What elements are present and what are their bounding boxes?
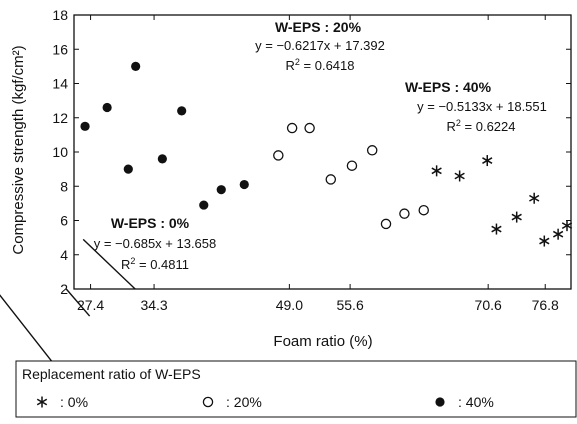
data-point-40pct — [131, 61, 141, 71]
data-point-0pct — [454, 170, 465, 182]
data-point-20pct — [418, 204, 429, 216]
legend-box — [15, 360, 577, 418]
regression-annotations: W-EPS : 20% y = −0.6217x + 17.392 R2 = 0.6… — [94, 19, 547, 272]
annotation-head: W-EPS : 0% — [111, 215, 190, 231]
x-tick-label: 76.8 — [532, 297, 559, 313]
data-point-0pct — [431, 165, 442, 177]
asterisk-stroke — [491, 225, 502, 233]
x-tick-label: 55.6 — [336, 297, 363, 313]
asterisk-stroke — [482, 157, 493, 164]
data-point-40pct — [216, 185, 226, 195]
y-axis-ticks: 2 4 6 8 10 12 14 16 18 — [52, 7, 571, 297]
asterisk-stroke — [529, 194, 540, 202]
data-point-20pct — [286, 122, 298, 134]
legend-marker-open-circle — [202, 396, 214, 408]
y-tick-label: 18 — [52, 7, 68, 23]
y-tick-label: 12 — [52, 110, 68, 126]
data-point-0pct — [539, 235, 550, 247]
annotation-equation: y = −0.6217x + 17.392 — [255, 38, 385, 53]
x-axis-title: Foam ratio (%) — [273, 333, 372, 350]
legend-items: : 0% : 20% : 40% — [36, 394, 494, 410]
asterisk-stroke — [431, 167, 442, 175]
legend-item-label: : 20% — [226, 394, 262, 410]
asterisk-stroke — [552, 230, 564, 238]
data-point-40pct — [157, 154, 167, 164]
data-point-0pct — [482, 155, 493, 167]
y-tick-label: 8 — [60, 178, 68, 194]
x-tick-label: 27.4 — [77, 297, 104, 313]
y-tick-label: 14 — [52, 76, 68, 92]
legend-item-label: : 40% — [458, 394, 494, 410]
annotation-r-squared: R2 = 0.4811 — [121, 256, 189, 272]
data-point-0pct — [561, 220, 573, 232]
x-tick-label: 49.0 — [276, 297, 303, 313]
legend-title: Replacement ratio of W-EPS — [22, 366, 201, 382]
legend-marker-asterisk — [36, 396, 48, 408]
legend: Replacement ratio of W-EPS : 0% : 20% : 40… — [15, 360, 577, 418]
asterisk-stroke — [511, 213, 522, 221]
annotation-equation: y = −0.5133x + 18.551 — [417, 99, 547, 114]
y-tick-label: 4 — [60, 247, 68, 263]
data-points — [80, 61, 573, 247]
annotation-r-squared: R2 = 0.6418 — [286, 57, 355, 73]
data-point-20pct — [273, 150, 284, 161]
asterisk-stroke — [454, 172, 465, 180]
data-point-0pct — [529, 192, 540, 204]
legend-marker-filled-circle — [435, 397, 445, 407]
y-tick-label: 10 — [52, 144, 68, 160]
data-point-20pct — [304, 122, 315, 134]
legend-item-label: : 0% — [60, 394, 88, 410]
data-point-20pct — [325, 174, 337, 185]
data-point-40pct — [123, 164, 133, 174]
asterisk-stroke — [539, 237, 550, 245]
annotation-r-squared: R2 = 0.6224 — [447, 118, 516, 134]
y-tick-label: 6 — [60, 213, 68, 229]
annotation-head: W-EPS : 20% — [275, 19, 362, 35]
annotation-equation: y = −0.685x + 13.658 — [94, 236, 217, 251]
x-tick-label: 70.6 — [475, 297, 502, 313]
data-point-40pct — [102, 102, 112, 113]
asterisk-stroke — [561, 222, 573, 230]
y-tick-label: 16 — [52, 41, 68, 57]
data-point-0pct — [491, 223, 502, 235]
x-tick-label: 34.3 — [140, 297, 167, 313]
data-point-40pct — [199, 200, 209, 210]
trend-line — [65, 288, 91, 317]
annotation-head: W-EPS : 40% — [405, 79, 492, 95]
data-point-40pct — [239, 179, 249, 190]
data-point-0pct — [511, 211, 522, 223]
y-tick-label: 2 — [60, 281, 68, 297]
data-point-0pct — [552, 228, 564, 240]
data-point-20pct — [346, 160, 358, 171]
data-point-40pct — [177, 106, 187, 116]
y-axis-title: Compressive strength (kgf/cm²) — [10, 45, 27, 254]
data-point-40pct — [80, 121, 90, 131]
trend-line — [82, 238, 136, 290]
asterisk-stroke — [36, 398, 48, 406]
data-point-20pct — [366, 145, 378, 156]
data-point-20pct — [380, 218, 392, 230]
data-point-20pct — [399, 208, 410, 219]
